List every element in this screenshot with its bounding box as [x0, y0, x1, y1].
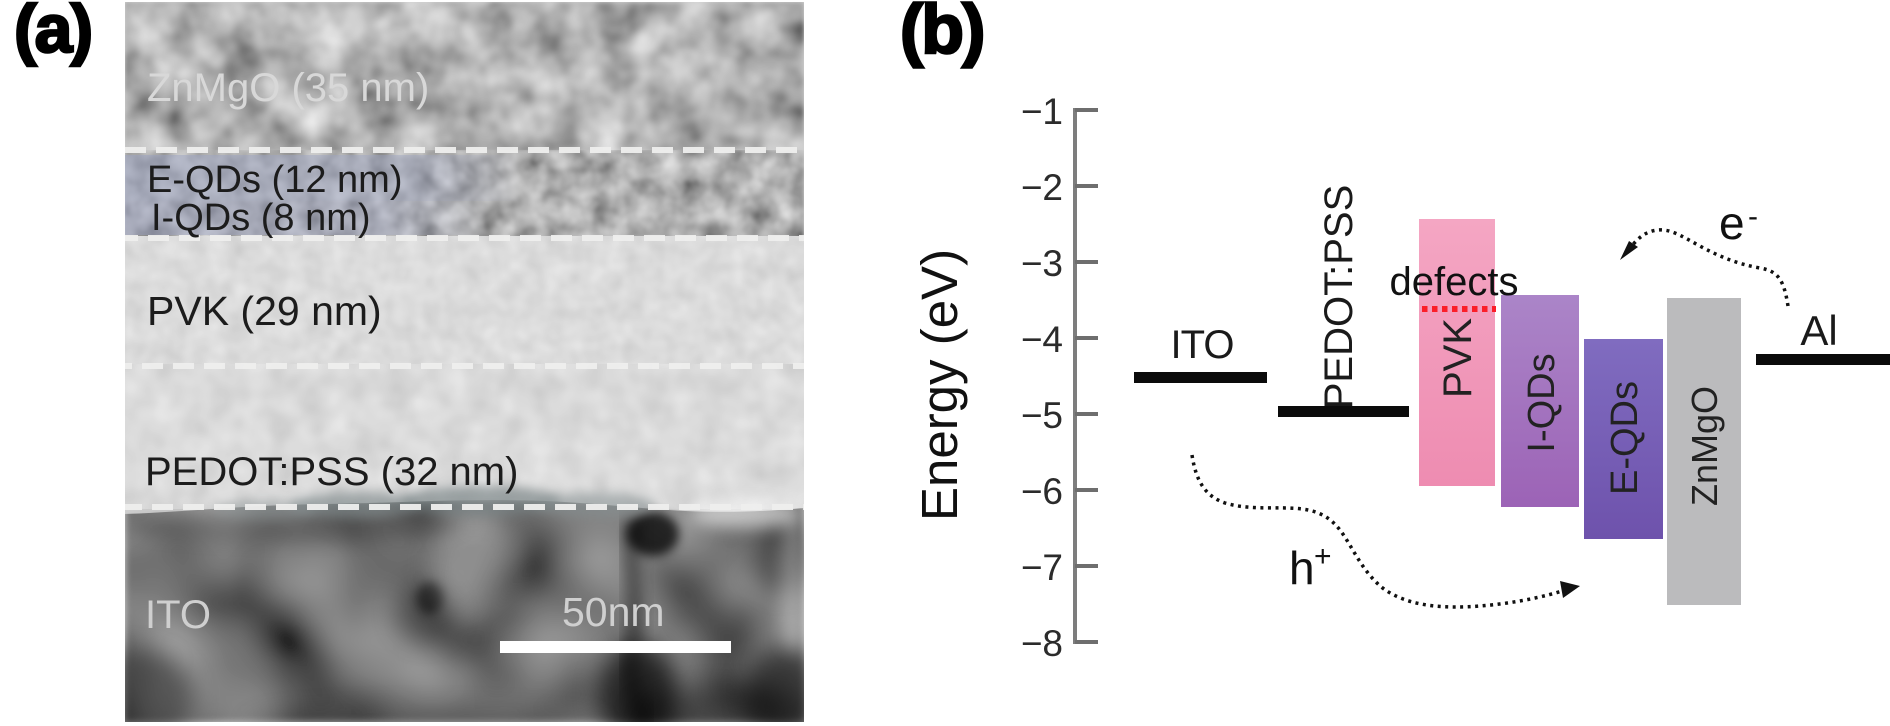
svg-text:50nm: 50nm — [562, 589, 665, 635]
svg-text:ITO: ITO — [145, 593, 211, 637]
svg-text:ZnMgO: ZnMgO — [1684, 386, 1725, 506]
svg-text:−6: −6 — [1021, 471, 1063, 512]
svg-text:h: h — [1289, 542, 1315, 594]
svg-text:ITO: ITO — [1171, 323, 1234, 367]
svg-text:-: - — [1748, 200, 1758, 233]
svg-text:−1: −1 — [1021, 91, 1063, 132]
svg-text:e: e — [1719, 197, 1745, 249]
svg-text:Al: Al — [1800, 307, 1837, 354]
svg-text:PEDOT:PSS (32 nm): PEDOT:PSS (32 nm) — [145, 450, 518, 494]
svg-text:defects: defects — [1390, 260, 1519, 304]
svg-text:I-QDs: I-QDs — [1521, 353, 1563, 452]
svg-text:E-QDs (12 nm): E-QDs (12 nm) — [147, 159, 402, 201]
svg-text:−7: −7 — [1021, 547, 1063, 588]
svg-text:ZnMgO (35 nm): ZnMgO (35 nm) — [147, 66, 429, 110]
svg-text:−4: −4 — [1021, 319, 1063, 360]
svg-text:E-QDs: E-QDs — [1604, 381, 1646, 495]
svg-text:I-QDs (8 nm): I-QDs (8 nm) — [151, 197, 371, 239]
svg-text:+: + — [1314, 540, 1332, 573]
svg-text:−5: −5 — [1021, 395, 1063, 436]
svg-text:−2: −2 — [1021, 167, 1063, 208]
svg-text:PVK (29 nm): PVK (29 nm) — [147, 288, 382, 334]
svg-text:Energy (eV): Energy (eV) — [911, 249, 968, 521]
svg-text:PVK: PVK — [1436, 318, 1480, 398]
svg-text:PEDOT:PSS: PEDOT:PSS — [1317, 185, 1361, 410]
svg-text:−8: −8 — [1021, 623, 1063, 664]
svg-text:−3: −3 — [1021, 243, 1063, 284]
